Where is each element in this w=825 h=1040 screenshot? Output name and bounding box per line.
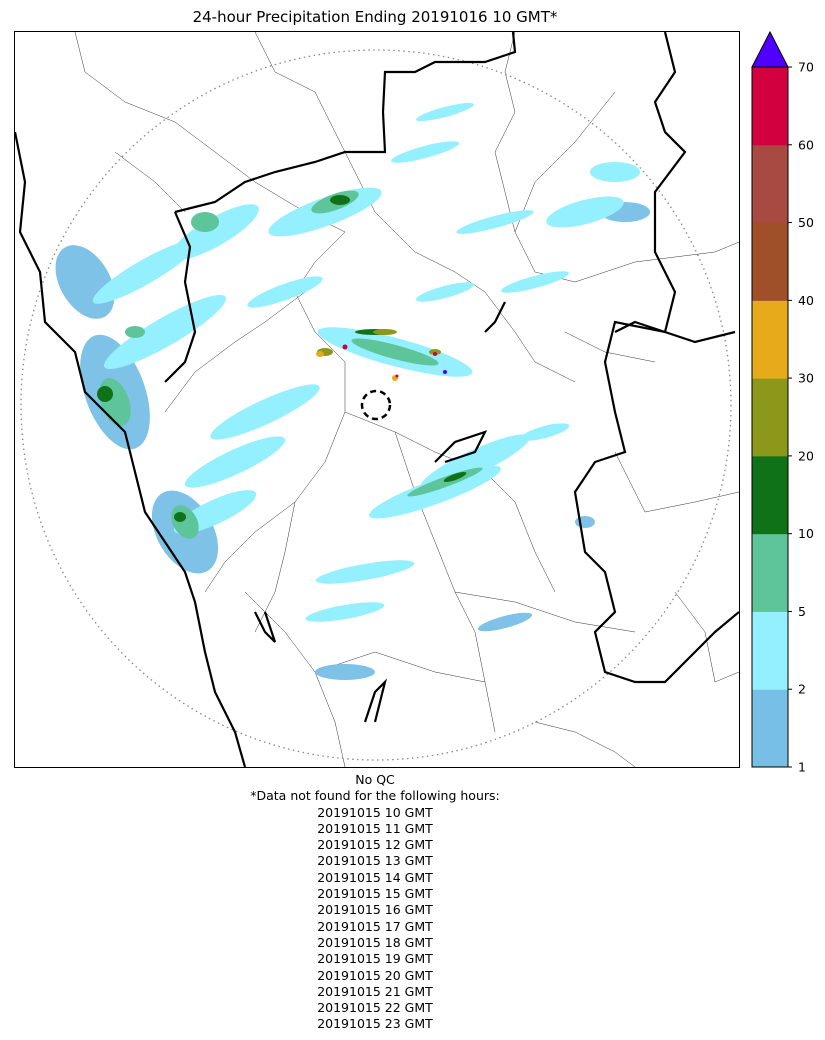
colorbar-segment bbox=[752, 300, 788, 379]
colorbar-segment bbox=[752, 689, 788, 768]
colorbar-tick-label: 20 bbox=[798, 448, 814, 463]
colorbar-segment bbox=[752, 144, 788, 224]
colorbar-segment bbox=[752, 611, 788, 690]
colorbar-tick-label: 70 bbox=[798, 60, 814, 75]
colorbar-tick-label: 2 bbox=[798, 682, 806, 697]
missing-hour-item: 20191015 13 GMT bbox=[317, 853, 433, 869]
colorbar: 1 2 5 10 20 30 40 50 60 70 bbox=[750, 30, 825, 775]
colorbar-segment bbox=[752, 455, 788, 535]
missing-hour-item: 20191015 15 GMT bbox=[317, 886, 433, 902]
colorbar-tick-label: 1 bbox=[798, 760, 806, 775]
missing-hour-item: 20191015 23 GMT bbox=[317, 1016, 433, 1032]
colorbar-segment bbox=[752, 533, 788, 612]
radar-site-marker bbox=[360, 389, 392, 421]
colorbar-segment bbox=[752, 222, 788, 301]
missing-hour-item: 20191015 17 GMT bbox=[317, 918, 433, 934]
state-boundaries bbox=[13, 31, 740, 768]
colorbar-tick-label: 10 bbox=[798, 526, 814, 541]
missing-hour-item: 20191015 22 GMT bbox=[317, 1000, 433, 1016]
colorbar-segment bbox=[752, 67, 788, 146]
colorbar-tick-label: 50 bbox=[798, 215, 814, 230]
colorbar-tick-label: 60 bbox=[798, 137, 814, 152]
missing-hour-item: 20191015 12 GMT bbox=[317, 837, 433, 853]
qc-note: No QC bbox=[355, 772, 395, 787]
missing-hour-item: 20191015 14 GMT bbox=[317, 869, 433, 885]
precipitation-map bbox=[13, 31, 740, 768]
colorbar-tick-label: 40 bbox=[798, 293, 814, 308]
district-boundaries bbox=[74, 31, 740, 768]
colorbar-extend-triangle bbox=[751, 30, 789, 68]
missing-hours-list: 20191015 10 GMT 20191015 11 GMT 20191015 1… bbox=[0, 805, 750, 1033]
missing-hour-item: 20191015 20 GMT bbox=[317, 967, 433, 983]
missing-hour-item: 20191015 18 GMT bbox=[317, 934, 433, 950]
missing-hour-item: 20191015 10 GMT bbox=[317, 804, 433, 820]
missing-data-header: *Data not found for the following hours: bbox=[250, 788, 500, 804]
precipitation-patches bbox=[55, 102, 650, 680]
missing-hour-item: 20191015 16 GMT bbox=[317, 902, 433, 918]
radar-range-ring bbox=[20, 49, 732, 761]
notes-block: No QC *Data not found for the following … bbox=[0, 772, 750, 1033]
colorbar-segment bbox=[752, 378, 788, 457]
missing-hour-item: 20191015 21 GMT bbox=[317, 983, 433, 999]
missing-hour-item: 20191015 11 GMT bbox=[317, 820, 433, 836]
colorbar-tick-label: 5 bbox=[798, 604, 806, 619]
map-title: 24-hour Precipitation Ending 20191016 10… bbox=[192, 8, 558, 26]
colorbar-frame bbox=[751, 66, 789, 768]
colorbar-tick-label: 30 bbox=[798, 371, 814, 386]
missing-hour-item: 20191015 19 GMT bbox=[317, 951, 433, 967]
